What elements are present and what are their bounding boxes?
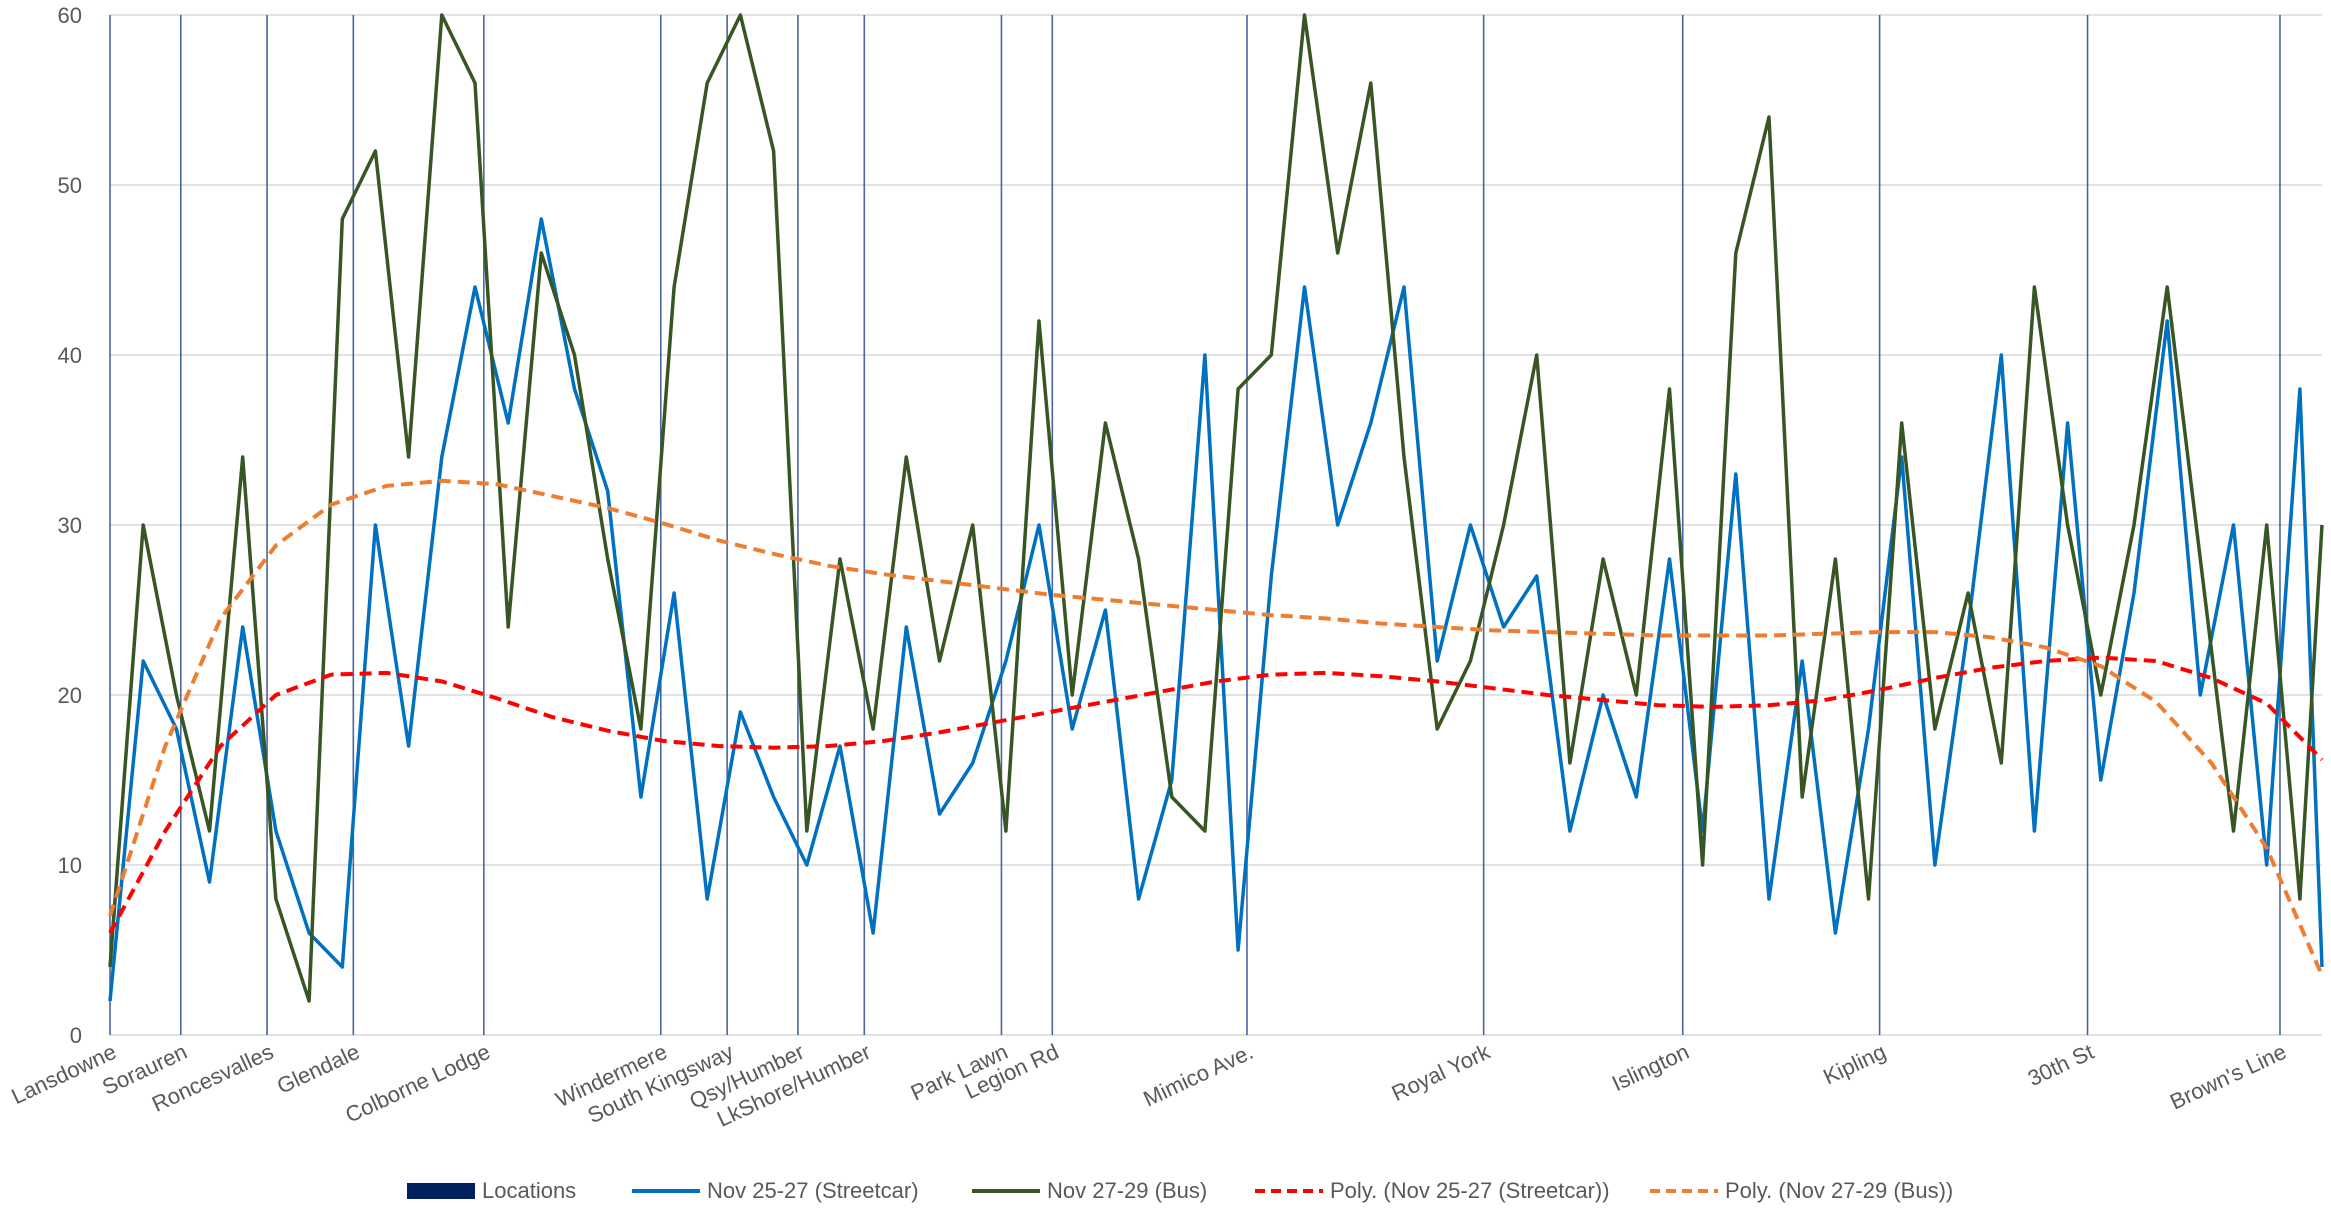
series-line-4: [108, 478, 2324, 977]
legend-label: Poly. (Nov 27-29 (Bus)): [1725, 1178, 1953, 1203]
legend-swatch: [407, 1183, 475, 1199]
legend-label: Nov 25-27 (Streetcar): [707, 1178, 919, 1203]
series-lines: [108, 13, 2324, 1003]
legend-item: Locations: [407, 1178, 576, 1203]
legend-item: Poly. (Nov 25-27 (Streetcar)): [1255, 1178, 1610, 1203]
legend-label: Locations: [482, 1178, 576, 1203]
location-markers: [109, 15, 2281, 1035]
x-axis: LansdowneSoraurenRoncesvallesGlendaleCol…: [8, 1038, 2291, 1131]
legend-item: Nov 25-27 (Streetcar): [632, 1178, 919, 1203]
y-axis: 0 10 20 30 40 50 60: [58, 3, 82, 1048]
legend: Locations Nov 25-27 (Streetcar) Nov 27-29 …: [407, 1178, 1953, 1203]
legend-label: Nov 27-29 (Bus): [1047, 1178, 1207, 1203]
series-line-2: [108, 13, 2324, 1003]
x-tick-label: Mimico Ave.: [1139, 1039, 1257, 1112]
series-line-3: [108, 655, 2324, 934]
x-tick-label: 30th St: [2024, 1039, 2098, 1091]
x-tick-label: Brown's Line: [2166, 1039, 2290, 1115]
x-tick-label: Islington: [1608, 1039, 1693, 1096]
x-tick-label: Colborne Lodge: [341, 1039, 493, 1128]
y-tick-label: 50: [58, 173, 82, 198]
y-tick-label: 20: [58, 683, 82, 708]
legend-item: Nov 27-29 (Bus): [972, 1178, 1207, 1203]
x-tick-label: Glendale: [273, 1039, 363, 1099]
y-tick-label: 30: [58, 513, 82, 538]
y-tick-label: 10: [58, 853, 82, 878]
legend-label: Poly. (Nov 25-27 (Streetcar)): [1330, 1178, 1610, 1203]
legend-item: Poly. (Nov 27-29 (Bus)): [1650, 1178, 1953, 1203]
x-tick-label: Royal York: [1388, 1038, 1495, 1106]
y-tick-label: 0: [70, 1023, 82, 1048]
x-tick-label: Kipling: [1819, 1039, 1889, 1090]
y-tick-label: 40: [58, 343, 82, 368]
series-line-1: [108, 217, 2324, 1002]
y-tick-label: 60: [58, 3, 82, 28]
